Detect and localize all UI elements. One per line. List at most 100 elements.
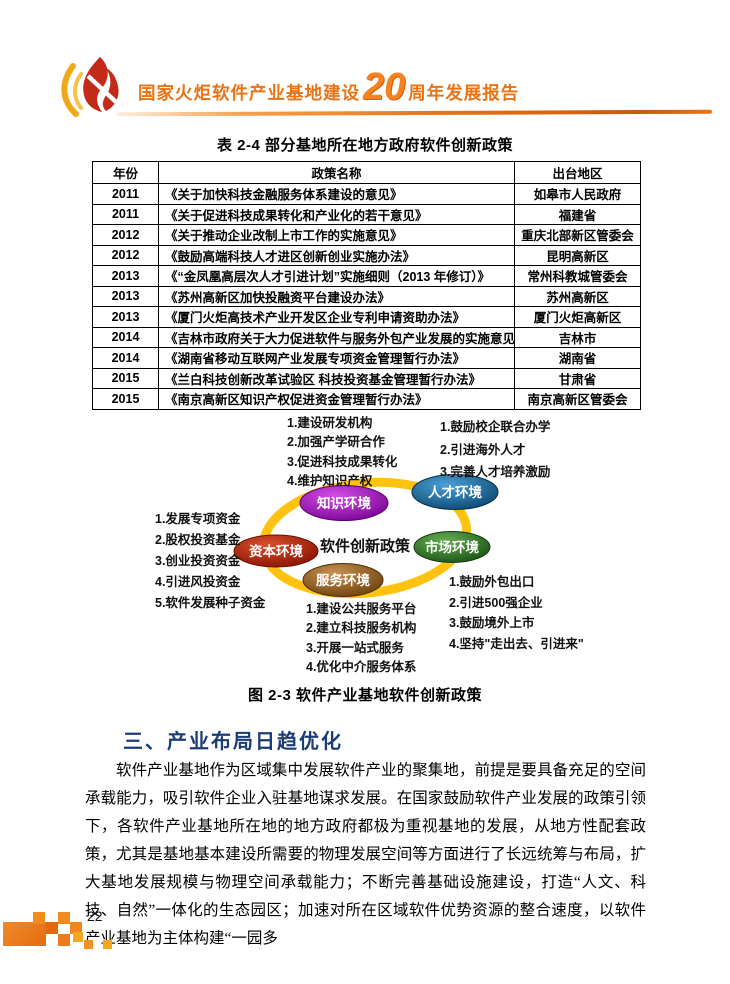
cell-region: 昆明高新区: [514, 244, 641, 266]
title-anniversary-number: 20: [363, 66, 406, 108]
list-item: 2.建立科技服务机构: [306, 621, 417, 636]
column-header-region: 出台地区: [514, 161, 641, 184]
mosaic-block: [46, 922, 58, 934]
innovation-policy-diagram: 知识环境 人才环境 资本环境 市场环境 服务环境 软件创新政策: [233, 474, 499, 599]
list-item: 1.建设公共服务平台: [306, 602, 417, 616]
cell-policy: 《关于促进科技成果转化和产业化的若干意见》: [158, 203, 515, 225]
column-header-policy: 政策名称: [158, 161, 515, 184]
table-row: 2015 《兰白科技创新改革试验区 科技投资基金管理暂行办法》 甘肃省: [92, 367, 641, 389]
list-item: 1.建设研发机构: [287, 416, 373, 430]
list-item: 2.加强产学研合作: [287, 435, 385, 450]
torch-logo-icon: [61, 57, 119, 117]
mosaic-block: [58, 912, 70, 924]
svg-text:知识环境: 知识环境: [317, 495, 371, 511]
cell-policy: 《鼓励高端科技人才进区创新创业实施办法》: [158, 244, 515, 266]
table-caption: 表 2-4 部分基地所在地方政府软件创新政策: [216, 137, 514, 154]
cell-region: 福建省: [514, 203, 641, 225]
cell-year: 2011: [92, 183, 159, 205]
cell-region: 南京高新区管委会: [514, 388, 641, 410]
list-item: 4.坚持"走出去、引进来": [449, 636, 584, 651]
table-row: 2012 《鼓励高端科技人才进区创新创业实施办法》 昆明高新区: [92, 244, 641, 266]
cell-region: 吉林市: [514, 326, 641, 348]
node-capital-environment: 资本环境: [233, 534, 319, 568]
node-talent-environment: 人才环境: [411, 474, 499, 510]
list-item: 2.股权投资基金: [155, 533, 241, 547]
capital-policy-list: 1.发展专项资金 2.股权投资基金 3.创业投资资金 4.引进风投资金 5.软件…: [155, 509, 265, 614]
list-item: 2.引进海外人才: [440, 442, 526, 457]
list-item: 1.鼓励校企联合办学: [440, 420, 551, 434]
svg-text:人才环境: 人才环境: [428, 484, 482, 500]
svg-text:市场环境: 市场环境: [425, 539, 479, 555]
mosaic-block: [33, 912, 45, 924]
knowledge-policy-list: 1.建设研发机构 2.加强产学研合作 3.促进科技成果转化 4.维护知识产权: [287, 414, 397, 491]
list-item: 1.鼓励外包出口: [449, 575, 535, 589]
title-suffix: 周年发展报告: [408, 83, 520, 103]
list-item: 2.引进500强企业: [449, 595, 543, 610]
cell-policy: 《南京高新区知识产权促进资金管理暂行办法》: [158, 388, 515, 410]
cell-policy: 《吉林市政府关于大力促进软件与服务外包产业发展的实施意见》: [158, 326, 515, 348]
table-row: 2013 《“金凤凰高层次人才引进计划”实施细则（2013 年修订）》 常州科教城管…: [92, 265, 641, 287]
cell-year: 2013: [92, 285, 159, 307]
body-paragraph: 软件产业基地作为区域集中发展软件产业的聚集地，前提是要具备充足的空间承载能力，吸…: [85, 762, 646, 947]
cell-policy: 《“金凤凰高层次人才引进计划”实施细则（2013 年修订）》: [158, 265, 515, 287]
market-policy-list: 1.鼓励外包出口 2.引进500强企业 3.鼓励境外上市 4.坚持"走出去、引进…: [449, 572, 584, 654]
table-row: 2011 《关于加快科技金融服务体系建设的意见》 如皋市人民政府: [92, 183, 641, 205]
cell-policy: 《苏州高新区加快投融资平台建设办法》: [158, 285, 515, 307]
table-row: 2013 《苏州高新区加快投融资平台建设办法》 苏州高新区: [92, 285, 641, 307]
list-item: 3.开展一站式服务: [306, 640, 404, 655]
list-item: 4.维护知识产权: [287, 473, 373, 488]
footer-mosaic: [0, 900, 200, 960]
talent-policy-list: 1.鼓励校企联合办学 2.引进海外人才 3.完善人才培养激励: [440, 416, 550, 484]
mosaic-block: [73, 932, 83, 942]
list-item: 1.发展专项资金: [155, 512, 241, 526]
section-heading: 三、产业布局日趋优化: [123, 731, 343, 753]
service-policy-list: 1.建设公共服务平台 2.建立科技服务机构 3.开展一站式服务 4.优化中介服务…: [306, 600, 416, 677]
cell-policy: 《湖南省移动互联网产业发展专项资金管理暂行办法》: [158, 347, 515, 369]
cell-policy: 《关于加快科技金融服务体系建设的意见》: [158, 183, 515, 205]
table-header-row: 年份 政策名称 出台地区: [92, 161, 641, 184]
table-row: 2015 《南京高新区知识产权促进资金管理暂行办法》 南京高新区管委会: [92, 388, 641, 410]
svg-text:资本环境: 资本环境: [249, 543, 303, 559]
cell-policy: 《兰白科技创新改革试验区 科技投资基金管理暂行办法》: [158, 367, 515, 389]
node-knowledge-environment: 知识环境: [299, 485, 389, 521]
cell-region: 苏州高新区: [514, 285, 641, 307]
column-header-year: 年份: [92, 161, 159, 184]
node-market-environment: 市场环境: [413, 531, 491, 563]
cell-region: 湖南省: [514, 347, 641, 369]
cell-year: 2014: [92, 347, 159, 369]
cell-year: 2013: [92, 265, 159, 287]
mosaic-block: [70, 922, 82, 934]
cell-year: 2014: [92, 326, 159, 348]
table-row: 2014 《吉林市政府关于大力促进软件与服务外包产业发展的实施意见》 吉林市: [92, 326, 641, 348]
cell-year: 2012: [92, 244, 159, 266]
table-row: 2012 《关于推动企业改制上市工作的实施意见》 重庆北部新区管委会: [92, 224, 641, 246]
cell-year: 2011: [92, 203, 159, 225]
cell-year: 2012: [92, 224, 159, 246]
table-row: 2013 《厦门火炬高技术产业开发区企业专利申请资助办法》 厦门火炬高新区: [92, 306, 641, 328]
diagram-center-label: 软件创新政策: [320, 537, 411, 555]
cell-policy: 《关于推动企业改制上市工作的实施意见》: [158, 224, 515, 246]
list-item: 3.鼓励境外上市: [449, 616, 535, 630]
header-divider: [116, 109, 712, 117]
cell-policy: 《厦门火炬高技术产业开发区企业专利申请资助办法》: [158, 306, 515, 328]
table-row: 2014 《湖南省移动互联网产业发展专项资金管理暂行办法》 湖南省: [92, 347, 641, 369]
cell-region: 厦门火炬高新区: [514, 306, 641, 328]
svg-text:服务环境: 服务环境: [316, 572, 370, 588]
list-item: 3.促进科技成果转化: [287, 454, 398, 469]
cell-year: 2015: [92, 388, 159, 410]
list-item: 4.引进风投资金: [155, 575, 241, 589]
cell-region: 重庆北部新区管委会: [514, 224, 641, 246]
list-item: 4.优化中介服务体系: [306, 659, 417, 674]
mosaic-block: [103, 940, 112, 949]
cell-region: 甘肃省: [514, 367, 641, 389]
mosaic-block: [84, 940, 93, 949]
list-item: 3.完善人才培养激励: [440, 465, 551, 479]
cell-region: 如皋市人民政府: [514, 183, 641, 205]
mosaic-block: [3, 922, 46, 946]
cell-region: 常州科教城管委会: [514, 265, 641, 287]
cell-year: 2013: [92, 306, 159, 328]
title-prefix: 国家火炬软件产业基地建设: [138, 83, 360, 103]
report-title: 国家火炬软件产业基地建设 20 周年发展报告: [138, 68, 519, 106]
mosaic-block: [58, 934, 70, 946]
